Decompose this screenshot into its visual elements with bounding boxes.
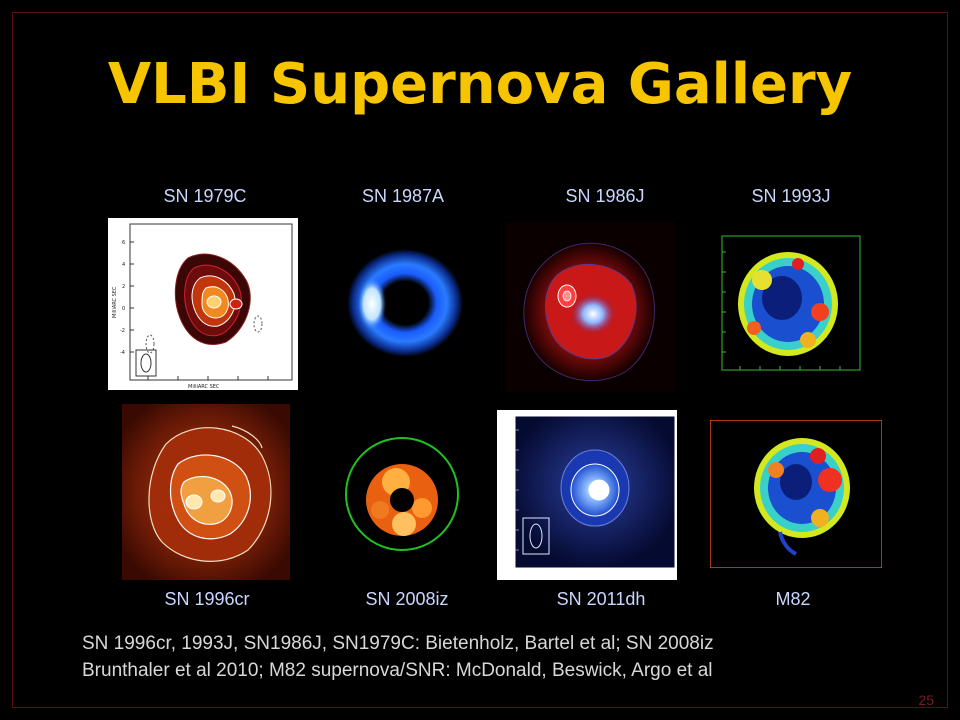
image-sn2011dh (497, 410, 677, 580)
image-sn1987a (330, 228, 480, 378)
slide-number: 25 (918, 692, 934, 708)
svg-text:2: 2 (122, 284, 125, 290)
label-sn1993j: SN 1993J (751, 186, 831, 206)
credits-line-2: Brunthaler et al 2010; M82 supernova/SNR… (82, 660, 713, 681)
svg-text:0: 0 (122, 306, 125, 312)
svg-text:4: 4 (122, 262, 125, 268)
image-sn1996cr (122, 404, 290, 580)
svg-text:-4: -4 (120, 350, 125, 356)
svg-text:-2: -2 (120, 328, 125, 334)
label-sn1987a: SN 1987A (361, 186, 445, 206)
label-sn1986j: SN 1986J (565, 186, 645, 206)
slide-title: VLBI Supernova Gallery (107, 52, 853, 117)
image-sn2008iz (340, 416, 468, 586)
slide-frame (12, 12, 948, 708)
image-sn1986j (505, 222, 675, 392)
label-sn2011dh: SN 2011dh (556, 589, 646, 609)
label-sn2008iz: SN 2008iz (365, 589, 449, 609)
svg-text:MilliARC SEC: MilliARC SEC (188, 384, 220, 390)
image-sn1979c: 6 4 2 0 -2 -4 MilliARC SEC MilliARC SEC (108, 218, 298, 390)
credits-caption: SN 1996cr, 1993J, SN1986J, SN1979C: Biet… (82, 630, 902, 684)
label-sn1979c: SN 1979C (163, 186, 247, 206)
svg-text:6: 6 (122, 240, 125, 246)
credits-line-1: SN 1996cr, 1993J, SN1986J, SN1979C: Biet… (82, 633, 714, 654)
image-sn1993j (700, 232, 865, 384)
label-sn1996cr: SN 1996cr (164, 589, 250, 609)
svg-text:MilliARC SEC: MilliARC SEC (112, 286, 118, 318)
label-m82: M82 (775, 589, 811, 609)
image-m82 (710, 420, 882, 568)
